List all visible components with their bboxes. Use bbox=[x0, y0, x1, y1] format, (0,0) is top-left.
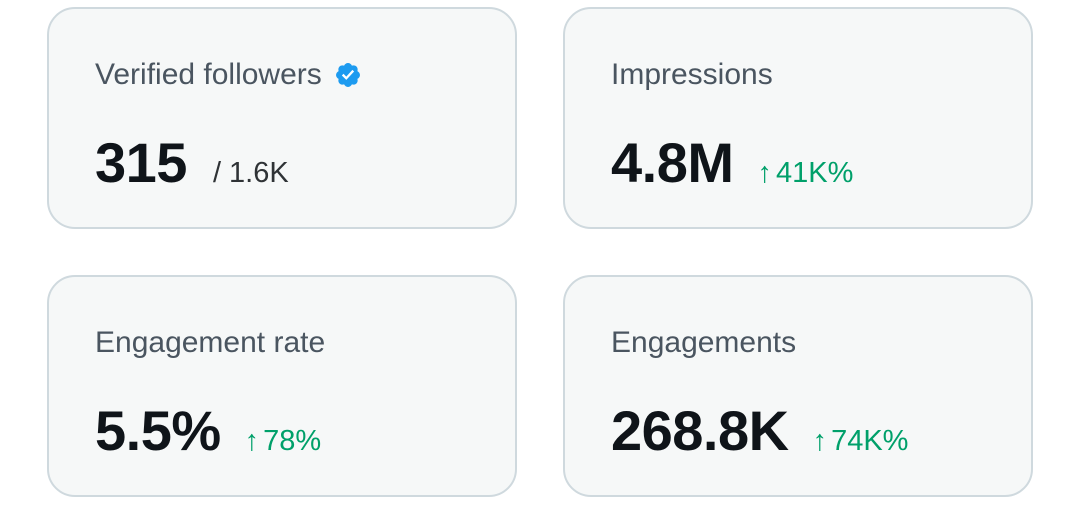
verified-followers-value: 315 bbox=[95, 131, 187, 194]
up-arrow-icon: ↑ bbox=[244, 425, 260, 457]
value-row: 4.8M ↑ 41K% bbox=[611, 131, 853, 195]
card-label-text: Verified followers bbox=[95, 58, 322, 91]
card-label: Engagement rate bbox=[95, 325, 325, 361]
card-label: Impressions bbox=[611, 57, 773, 93]
change-value: 74K% bbox=[831, 425, 909, 457]
up-arrow-icon: ↑ bbox=[757, 157, 773, 189]
card-label: Engagements bbox=[611, 325, 796, 361]
up-arrow-icon: ↑ bbox=[812, 425, 828, 457]
value-row: 5.5% ↑ 78% bbox=[95, 399, 321, 463]
engagement-rate-value: 5.5% bbox=[95, 399, 221, 462]
card-label-text: Impressions bbox=[611, 58, 773, 91]
verified-badge-icon bbox=[334, 61, 362, 89]
engagements-value: 268.8K bbox=[611, 399, 789, 462]
verified-followers-card[interactable]: Verified followers 315 / 1.6K bbox=[47, 7, 517, 229]
total-followers-value: / 1.6K bbox=[212, 157, 289, 189]
value-row: 268.8K ↑ 74K% bbox=[611, 399, 908, 463]
impressions-value: 4.8M bbox=[611, 131, 734, 194]
engagement-rate-change: ↑ 78% bbox=[245, 425, 322, 458]
engagement-rate-card[interactable]: Engagement rate 5.5% ↑ 78% bbox=[47, 275, 517, 497]
value-row: 315 / 1.6K bbox=[95, 131, 289, 195]
impressions-change: ↑ 41K% bbox=[758, 157, 854, 190]
card-label-text: Engagements bbox=[611, 326, 797, 359]
card-label-text: Engagement rate bbox=[95, 326, 326, 359]
card-label: Verified followers bbox=[95, 57, 362, 93]
change-value: 78% bbox=[263, 425, 322, 457]
engagements-change: ↑ 74K% bbox=[813, 425, 909, 458]
change-value: 41K% bbox=[776, 157, 854, 189]
impressions-card[interactable]: Impressions 4.8M ↑ 41K% bbox=[563, 7, 1033, 229]
engagements-card[interactable]: Engagements 268.8K ↑ 74K% bbox=[563, 275, 1033, 497]
